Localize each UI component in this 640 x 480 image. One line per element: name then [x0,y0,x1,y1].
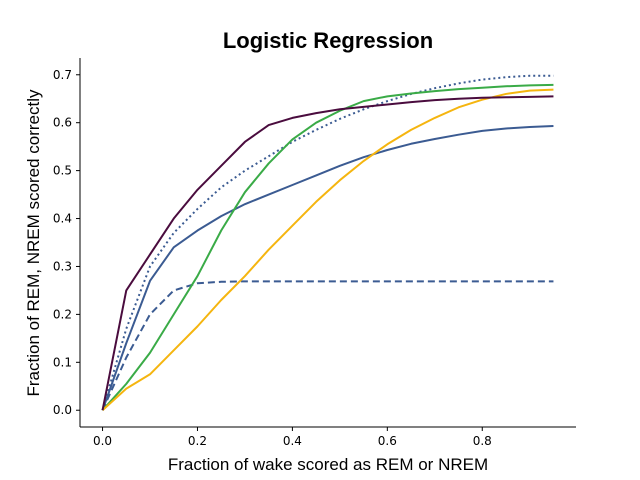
chart-title: Logistic Regression [223,28,433,53]
y-tick-label: 0.3 [53,259,72,273]
x-tick-label: 0.0 [93,434,112,448]
x-ticks: 0.0 0.2 0.4 0.6 0.8 [93,427,492,448]
y-tick-label: 0.0 [53,403,72,417]
x-tick-label: 0.4 [283,434,302,448]
x-tick-label: 0.6 [378,434,397,448]
y-tick-label: 0.6 [53,116,72,130]
series-line-4 [101,83,554,411]
y-tick-label: 0.2 [53,307,72,321]
x-tick-label: 0.2 [188,434,207,448]
y-tick-label: 0.5 [53,164,72,178]
series-line-1 [101,125,554,411]
y-tick-label: 0.4 [53,212,72,226]
x-tick-label: 0.8 [473,434,492,448]
y-axis-label: Fraction of REM, NREM scored correctly [24,89,43,397]
x-axis-label: Fraction of wake scored as REM or NREM [168,455,488,474]
y-ticks: 0.0 0.1 0.2 0.3 0.4 0.5 0.6 0.7 [53,68,80,417]
series-line-3 [101,74,554,411]
series-line-2 [101,280,554,411]
series-line-5 [101,88,554,411]
series-group [101,74,554,411]
series-line-6 [101,95,554,411]
y-tick-label: 0.7 [53,68,72,82]
y-tick-label: 0.1 [53,355,72,369]
